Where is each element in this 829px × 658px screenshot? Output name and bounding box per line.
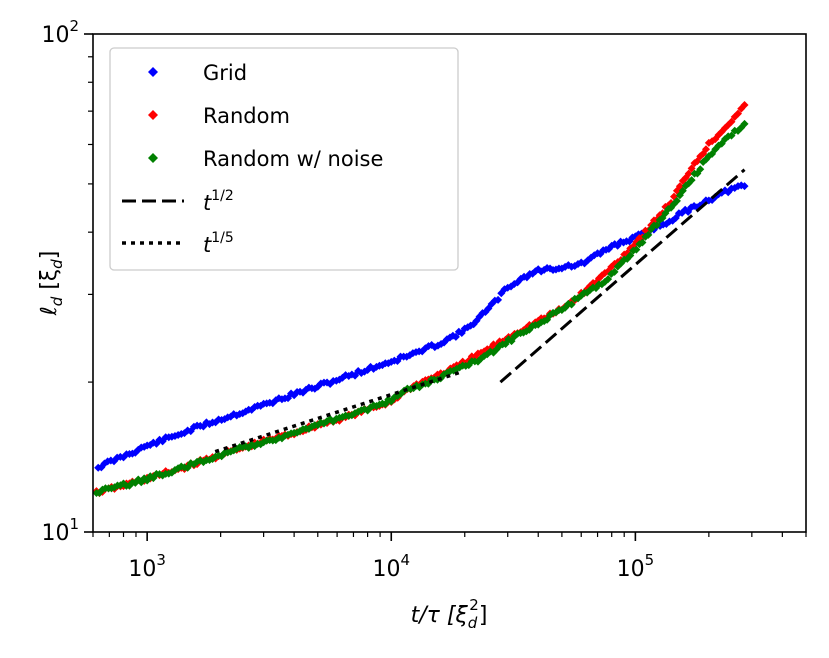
data-point <box>632 245 641 254</box>
data-point <box>740 101 749 110</box>
data-point <box>687 176 696 185</box>
legend-label-random: Random <box>203 104 290 128</box>
data-point <box>626 251 635 260</box>
legend-label-fifth: t1/5 <box>203 230 234 257</box>
legend-marker-random-noise <box>148 153 158 163</box>
data-point <box>610 267 619 276</box>
x-tick-label: 103 <box>128 551 166 582</box>
y-tick-label: 101 <box>41 515 79 546</box>
data-point <box>733 126 742 135</box>
data-point <box>701 145 710 154</box>
legend-label-random-noise: Random w/ noise <box>203 147 383 171</box>
data-point <box>727 131 736 140</box>
legend-marker-random <box>148 110 158 120</box>
legend-box <box>109 47 459 271</box>
reference-line-sqrt <box>499 168 746 384</box>
reference-lines-layer <box>214 168 746 454</box>
x-axis-label: t/τ [ξd2] <box>411 596 488 632</box>
data-point <box>733 109 742 118</box>
legend-marker-grid <box>148 67 158 77</box>
reference-line-fifth <box>214 370 460 454</box>
data-point <box>644 230 653 239</box>
points-layer <box>92 101 749 498</box>
data-point <box>638 238 647 247</box>
data-point <box>687 164 696 173</box>
legend: Grid Random Random w/ noise t1/2 t1/5 <box>109 47 459 271</box>
data-point <box>451 332 460 341</box>
data-point <box>684 169 693 178</box>
data-point <box>672 196 681 205</box>
series-random-w-noise <box>92 119 749 497</box>
ticks-layer: 103 104 105 101 102 <box>41 17 807 582</box>
data-point <box>727 117 736 126</box>
legend-label-grid: Grid <box>203 61 247 85</box>
data-point <box>696 165 705 174</box>
data-point <box>604 275 613 284</box>
x-tick-label: 104 <box>372 551 410 582</box>
data-point <box>652 221 661 230</box>
y-tick-label: 102 <box>41 17 79 48</box>
data-point <box>567 300 576 309</box>
legend-label-sqrt: t1/2 <box>203 188 234 215</box>
plot-frame <box>92 33 807 533</box>
y-axis-label: ℓd [ξd] <box>37 251 66 317</box>
series-grid <box>94 181 749 472</box>
x-tick-label: 105 <box>617 551 655 582</box>
data-point <box>740 119 749 128</box>
data-point <box>740 182 749 191</box>
data-point <box>494 295 503 304</box>
